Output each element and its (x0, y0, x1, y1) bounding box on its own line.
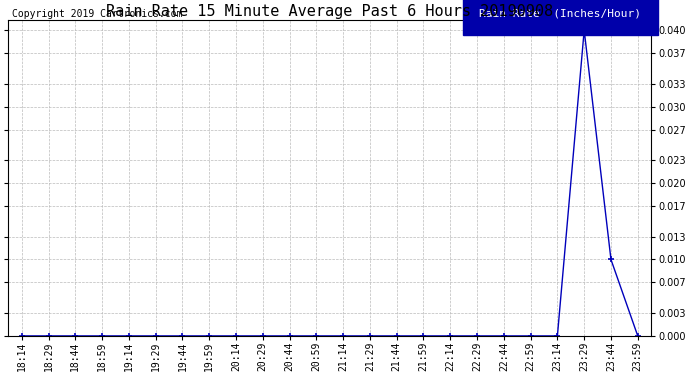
Text: Copyright 2019 Cartronics.com: Copyright 2019 Cartronics.com (12, 9, 182, 19)
Title: Rain Rate 15 Minute Average Past 6 Hours 20190908: Rain Rate 15 Minute Average Past 6 Hours… (106, 4, 553, 19)
Text: Rain Rate  (Inches/Hour): Rain Rate (Inches/Hour) (480, 9, 642, 19)
